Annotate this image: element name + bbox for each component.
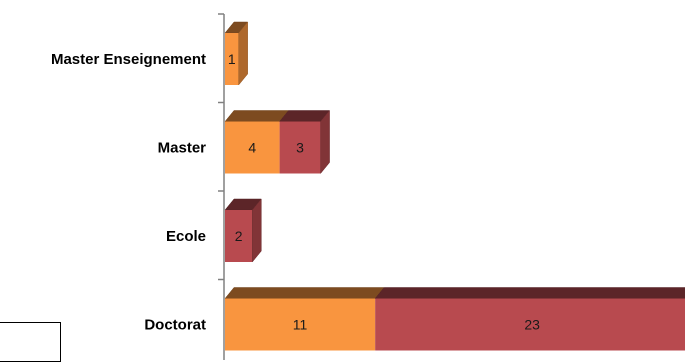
bar-segment [225, 298, 376, 351]
bars [224, 21, 685, 351]
bar-side-face [252, 198, 262, 263]
bar-segment [225, 33, 239, 85]
category-label: Doctorat [144, 317, 206, 334]
bar-top-face [224, 110, 290, 122]
category-axis [218, 13, 225, 360]
bar-segment [375, 298, 685, 351]
data-label: 23 [524, 317, 540, 333]
data-label: 11 [293, 317, 308, 333]
legend-box [0, 322, 61, 362]
data-label: 4 [248, 140, 256, 156]
category-label: Master [158, 140, 207, 157]
bar-side-face [238, 21, 248, 86]
bar-segment [279, 121, 321, 174]
category-label: Ecole [166, 228, 206, 245]
bar-side-face [320, 109, 330, 175]
data-label: 1 [228, 51, 236, 67]
bar-top-face [374, 287, 685, 299]
bar-segment [225, 210, 253, 262]
category-label: Master Enseignement [51, 51, 206, 68]
bar-top-face [224, 287, 385, 299]
data-label: 3 [296, 140, 304, 156]
labels: Master Enseignement 1 Master 4 3 Ecole 2 Doctor… [51, 51, 540, 334]
bar-segment [225, 121, 280, 174]
data-label: 2 [235, 228, 243, 244]
